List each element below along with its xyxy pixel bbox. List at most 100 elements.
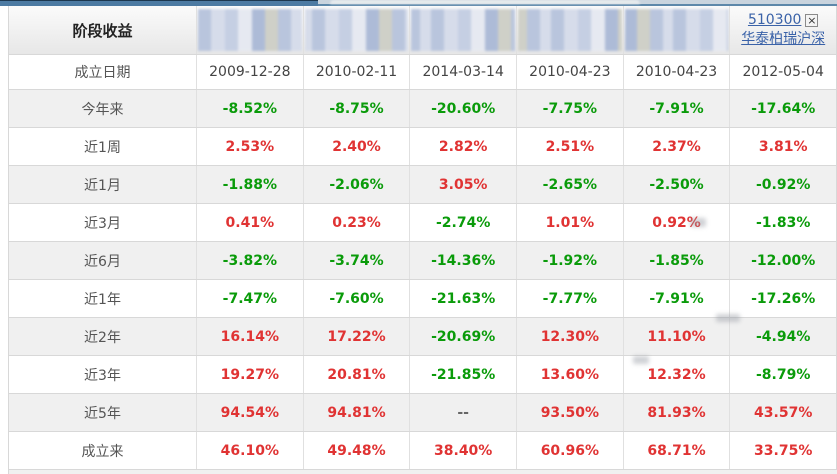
return-value: 3.05% — [410, 166, 518, 203]
table-row: 近1年 -7.47% -7.60% -21.63% -7.77% -7.91% -17.26… — [9, 280, 837, 318]
return-value: 93.50% — [517, 394, 624, 431]
return-value: -8.75% — [304, 90, 411, 127]
return-value: -2.50% — [624, 166, 731, 203]
return-value: 49.48% — [304, 432, 411, 469]
period-label: 今年来 — [9, 90, 197, 127]
fund-column-header — [197, 6, 304, 54]
return-value: -7.47% — [197, 280, 304, 317]
return-value: -3.74% — [304, 242, 411, 279]
return-value: 0.92% — [624, 204, 731, 241]
return-value: -1.85% — [624, 242, 731, 279]
return-value: 20.81% — [304, 356, 411, 393]
return-value: -2.06% — [304, 166, 411, 203]
period-label: 近3月 — [9, 204, 197, 241]
remove-fund-icon[interactable]: × — [805, 14, 819, 27]
inception-date-value: 2010-02-11 — [304, 55, 411, 89]
blurred-fund-name — [518, 9, 622, 51]
return-value: -17.26% — [730, 280, 837, 317]
inception-date-value: 2014-03-14 — [410, 55, 518, 89]
return-value: 94.81% — [304, 394, 411, 431]
return-value: -14.36% — [410, 242, 518, 279]
return-value: 60.96% — [517, 432, 624, 469]
table-row: 成立来 46.10% 49.48% 38.40% 60.96% 68.71% 33.75% — [9, 432, 837, 470]
blurred-fund-name — [624, 9, 729, 51]
return-value: 81.93% — [624, 394, 731, 431]
return-value: -2.65% — [517, 166, 624, 203]
blurred-fund-name — [304, 9, 409, 51]
fund-column-header-selected: 510300 × 华泰柏瑞沪深 — [730, 6, 837, 54]
return-value: 11.10% — [624, 318, 731, 355]
period-label: 近3年 — [9, 356, 197, 393]
table-row: 今年来 -8.52% -8.75% -20.60% -7.75% -7.91% -17.64… — [9, 90, 837, 128]
fund-column-header — [517, 6, 624, 54]
return-value: 2.53% — [197, 128, 304, 165]
return-value: 17.22% — [304, 318, 411, 355]
table-header-row: 阶段收益 510300 × — [9, 6, 837, 55]
period-label: 近6月 — [9, 242, 197, 279]
return-value: 16.14% — [197, 318, 304, 355]
return-value: -0.92% — [730, 166, 837, 203]
fund-column-header — [624, 6, 731, 54]
return-value: -7.91% — [624, 90, 731, 127]
return-value: -- — [410, 394, 518, 431]
top-tab-strip — [0, 0, 837, 6]
inception-date-value: 2012-05-04 — [730, 55, 837, 89]
period-label: 成立来 — [9, 432, 197, 469]
return-value: 1.01% — [517, 204, 624, 241]
fund-column-header — [304, 6, 411, 54]
return-value: -3.82% — [197, 242, 304, 279]
table-row: 近2年 16.14% 17.22% -20.69% 12.30% 11.10% -4.94% — [9, 318, 837, 356]
table-row: 成立日期 2009-12-28 2010-02-11 2014-03-14 2010-0… — [9, 55, 837, 90]
return-value: -17.64% — [730, 90, 837, 127]
blur-artifact — [633, 356, 649, 364]
return-value: -2.74% — [410, 204, 518, 241]
fund-code-link[interactable]: 510300 — [747, 12, 802, 28]
return-value: 0.23% — [304, 204, 411, 241]
blur-artifact — [716, 314, 740, 322]
return-value: 2.37% — [624, 128, 731, 165]
return-value: 33.75% — [730, 432, 837, 469]
return-value: 68.71% — [624, 432, 731, 469]
table-row: 近3月 0.41% 0.23% -2.74% 1.01% 0.92% -1.83% — [9, 204, 837, 242]
return-value: 12.30% — [517, 318, 624, 355]
return-value: 38.40% — [410, 432, 518, 469]
table-row: 近6月 -3.82% -3.74% -14.36% -1.92% -1.85% -12.00… — [9, 242, 837, 280]
return-value: 3.81% — [730, 128, 837, 165]
return-value: -20.60% — [410, 90, 518, 127]
tab-strip-dark-segment — [0, 0, 318, 6]
tab-strip-blurred-tab — [330, 0, 640, 4]
return-value: 19.27% — [197, 356, 304, 393]
period-label: 近1年 — [9, 280, 197, 317]
return-value: -8.79% — [730, 356, 837, 393]
inception-date-value: 2010-04-23 — [624, 55, 731, 89]
return-value: 13.60% — [517, 356, 624, 393]
period-label: 近5年 — [9, 394, 197, 431]
blurred-fund-name — [198, 9, 302, 51]
period-label: 近1月 — [9, 166, 197, 203]
return-value: -12.00% — [730, 242, 837, 279]
return-value: -4.94% — [730, 318, 837, 355]
return-value: -7.75% — [517, 90, 624, 127]
inception-date-value: 2009-12-28 — [197, 55, 304, 89]
period-return-table: 阶段收益 510300 × — [8, 6, 837, 470]
return-value: 0.41% — [197, 204, 304, 241]
return-value: -21.63% — [410, 280, 518, 317]
page-title: 阶段收益 — [9, 6, 197, 54]
return-value: -1.92% — [517, 242, 624, 279]
tab-strip-underline — [318, 4, 837, 6]
period-label: 成立日期 — [9, 55, 197, 89]
fund-name-link[interactable]: 华泰柏瑞沪深 — [741, 31, 826, 47]
return-value: -7.77% — [517, 280, 624, 317]
next-row-cutoff — [8, 470, 837, 474]
return-value: -1.83% — [730, 204, 837, 241]
table-row: 近3年 19.27% 20.81% -21.85% 13.60% 12.32% -8.79% — [9, 356, 837, 394]
return-value: -8.52% — [197, 90, 304, 127]
return-value: -20.69% — [410, 318, 518, 355]
return-value: 2.40% — [304, 128, 411, 165]
return-value: 46.10% — [197, 432, 304, 469]
blurred-fund-name — [411, 9, 516, 51]
return-value: -1.88% — [197, 166, 304, 203]
blur-artifact — [690, 218, 706, 227]
return-value: 94.54% — [197, 394, 304, 431]
